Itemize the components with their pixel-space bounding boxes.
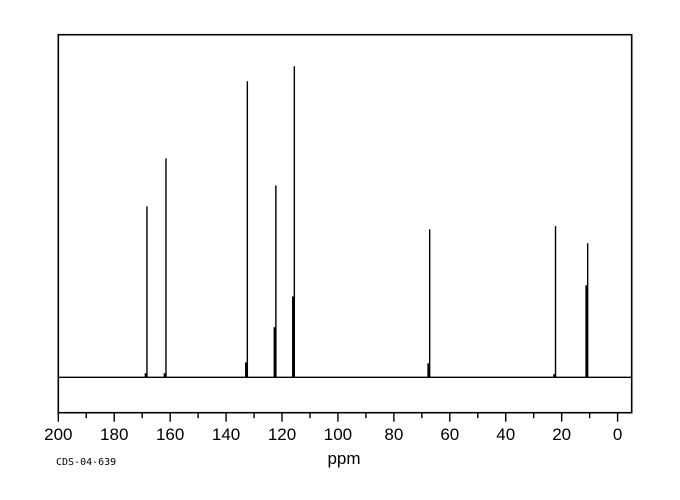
axis-tick-label: 120	[268, 425, 296, 444]
peaks-group	[144, 66, 589, 378]
plot-box	[57, 33, 633, 414]
sample-id-label: CDS-04-639	[56, 457, 116, 468]
axis-tick-label: 40	[496, 425, 515, 444]
axis-tick-label: 180	[100, 425, 128, 444]
axis-tick-label: 100	[324, 425, 352, 444]
axis-tick-label: 80	[384, 425, 403, 444]
axis-tick-label: 160	[156, 425, 184, 444]
x-axis-label: ppm	[327, 449, 360, 468]
axis-tick-label: 200	[44, 425, 72, 444]
axis-ticks-group	[57, 412, 619, 422]
axis-tick-labels-group: 200 180 160 140 120 100 80 60 40 20 0	[44, 425, 622, 444]
axis-tick-label: 20	[552, 425, 571, 444]
axis-tick-label: 0	[613, 425, 622, 444]
plot-border	[57, 33, 633, 414]
axis-tick-label: 140	[212, 425, 240, 444]
axis-tick-label: 60	[440, 425, 459, 444]
